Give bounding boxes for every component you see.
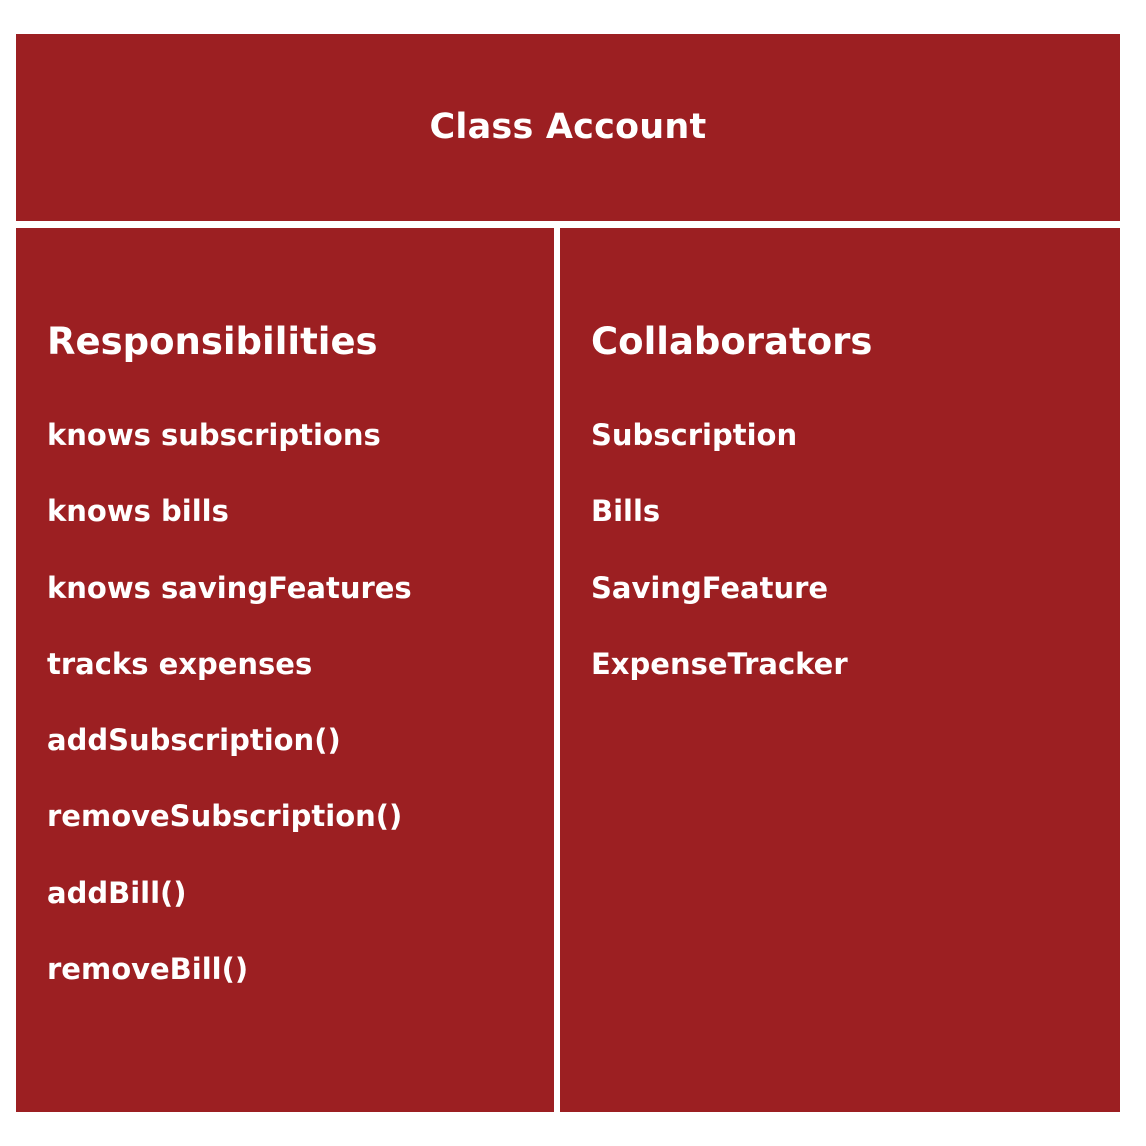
collaborator-item: ExpenseTracker [591, 646, 848, 681]
responsibilities-list: knows subscriptions knows bills knows sa… [47, 417, 412, 1027]
collaborators-panel: Collaborators Subscription Bills SavingF… [560, 228, 1120, 1112]
responsibilities-panel: Responsibilities knows subscriptions kno… [16, 228, 554, 1112]
responsibility-item: addBill() [47, 875, 187, 910]
collaborators-heading: Collaborators [591, 320, 873, 363]
responsibility-item: addSubscription() [47, 723, 341, 758]
collaborator-item: Bills [591, 494, 661, 529]
class-title: Class Account [429, 106, 707, 147]
collaborators-list: Subscription Bills SavingFeature Expense… [591, 417, 848, 722]
collaborator-item: SavingFeature [591, 570, 829, 605]
responsibility-item: removeSubscription() [47, 799, 403, 834]
responsibility-item: knows savingFeatures [47, 570, 412, 605]
class-header: Class Account [16, 34, 1120, 221]
responsibility-item: knows bills [47, 494, 229, 529]
responsibilities-heading: Responsibilities [47, 320, 378, 363]
responsibility-item: tracks expenses [47, 646, 313, 681]
collaborator-item: Subscription [591, 418, 798, 452]
responsibility-item: removeBill() [47, 952, 249, 987]
responsibility-item: knows subscriptions [47, 418, 381, 452]
